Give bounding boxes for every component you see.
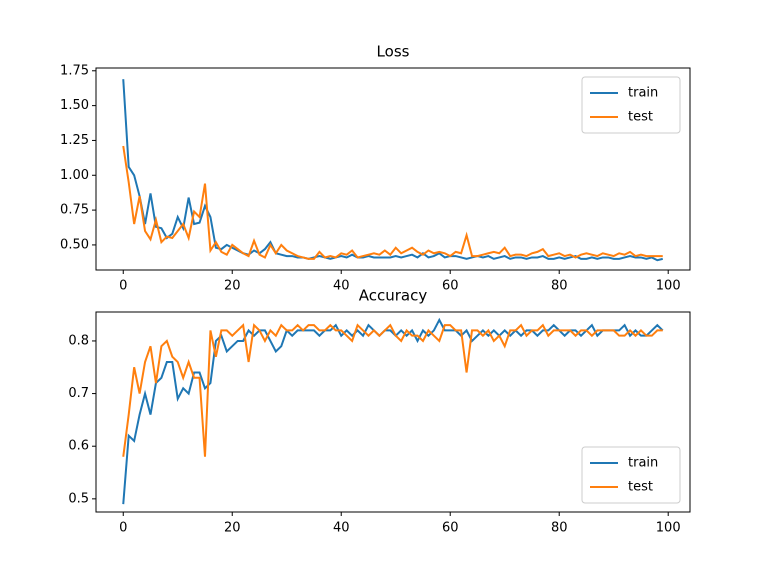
y-tick-label: 0.8	[68, 333, 89, 348]
x-tick-label: 20	[224, 279, 241, 294]
y-tick-label: 1.75	[60, 63, 89, 78]
axes-frame	[95, 67, 691, 271]
x-tick-label: 20	[224, 521, 241, 536]
x-tick-label: 80	[551, 279, 568, 294]
legend-box	[581, 446, 681, 504]
series-line	[122, 317, 664, 505]
y-tick-label: 1.50	[60, 98, 89, 113]
legend-label: train	[628, 456, 658, 471]
y-tick-label: 0.6	[68, 439, 89, 454]
chart-title: Accuracy	[359, 287, 428, 305]
y-tick-label: 1.25	[60, 133, 89, 148]
y-tick-label: 0.7	[68, 386, 89, 401]
x-tick-label: 60	[442, 279, 459, 294]
x-tick-label: 40	[333, 279, 350, 294]
axes-frame	[95, 311, 691, 513]
chart-title: Loss	[377, 43, 410, 61]
x-tick-label: 0	[119, 521, 127, 536]
x-tick-label: 80	[551, 521, 568, 536]
series-line	[122, 323, 663, 457]
y-tick-label: 0.5	[68, 491, 89, 506]
legend-label: test	[628, 480, 653, 495]
y-tick-label: 0.50	[60, 237, 89, 252]
y-tick-label: 1.00	[60, 168, 89, 183]
x-tick-label: 0	[119, 279, 127, 294]
y-tick-label: 0.75	[60, 203, 89, 218]
series-line	[122, 145, 663, 260]
x-tick-label: 100	[656, 521, 681, 536]
x-tick-label: 100	[656, 279, 681, 294]
legend-label: train	[628, 86, 658, 101]
x-tick-label: 40	[333, 521, 350, 536]
legend-label: test	[628, 110, 653, 125]
x-tick-label: 60	[442, 521, 459, 536]
legend-box	[581, 76, 681, 134]
